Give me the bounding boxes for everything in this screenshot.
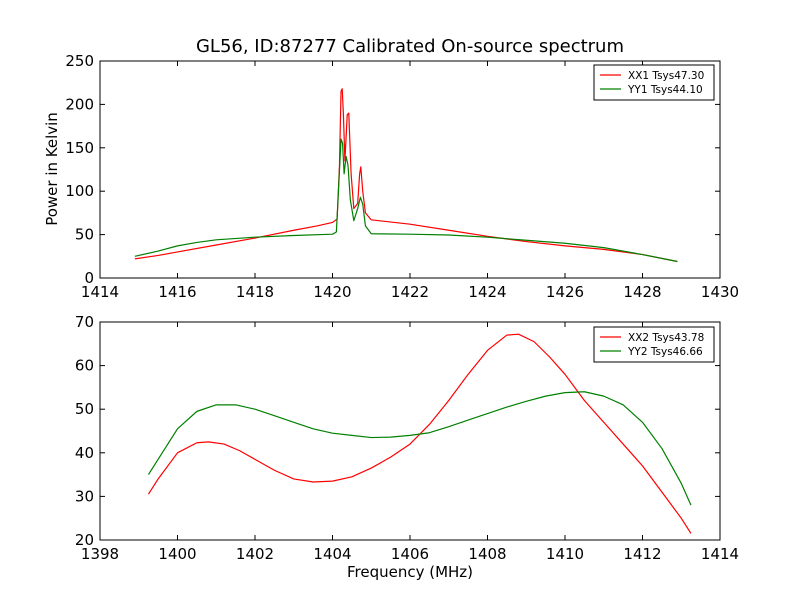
legend-label: XX2 Tsys43.78 <box>628 332 704 344</box>
legend: XX2 Tsys43.78 YY2 Tsys46.66 <box>593 326 715 363</box>
y-tick-label: 100 <box>65 182 94 200</box>
y-tick-label: 0 <box>84 269 94 287</box>
x-tick-label: 1402 <box>236 545 274 563</box>
x-tick-label: 1420 <box>313 283 351 301</box>
x-tick-label: 1406 <box>391 545 429 563</box>
y-axis-label: Power in Kelvin <box>43 112 61 226</box>
y-tick-label: 50 <box>75 400 94 418</box>
series-group <box>147 333 692 534</box>
x-tick-label: 1426 <box>546 283 584 301</box>
x-tick-label: 1414 <box>701 545 739 563</box>
series-line-xx <box>134 88 678 263</box>
x-tick-label: 1418 <box>236 283 274 301</box>
plot-area-bottom: 1398 1400 1402 1404 1406 1408 1410 1412 1414 20 30… <box>75 313 739 563</box>
y-tick-label: 150 <box>65 139 94 157</box>
bottom-panel: Frequency (MHz) 1398 1400 1402 1404 1406 1408… <box>75 313 739 581</box>
x-tick-label: 1400 <box>158 545 196 563</box>
plot-area-top: 1414 1416 1418 1420 1422 1424 1426 1428 1430 0 50 1… <box>65 52 739 301</box>
x-axis-label: Frequency (MHz) <box>347 563 473 581</box>
x-tick-label: 1422 <box>391 283 429 301</box>
legend: XX1 Tsys47.30 YY1 Tsys44.10 <box>593 64 715 101</box>
top-panel: Power in Kelvin 1414 1416 1418 1420 1422 1424… <box>43 52 739 301</box>
legend-label: XX1 Tsys47.30 <box>628 70 704 82</box>
x-tick-label: 1424 <box>468 283 506 301</box>
legend-label: YY1 Tsys44.10 <box>627 84 703 96</box>
x-tick-label: 1398 <box>81 545 119 563</box>
x-tick-label: 1430 <box>701 283 739 301</box>
y-tick-label: 60 <box>75 357 94 375</box>
x-tick-label: 1414 <box>81 283 119 301</box>
x-tick-label: 1416 <box>158 283 196 301</box>
legend-box <box>593 64 715 101</box>
chart-title: GL56, ID:87277 Calibrated On-source spec… <box>196 36 624 57</box>
y-tick-label: 50 <box>75 226 94 244</box>
y-tick-label: 250 <box>65 52 94 70</box>
y-tick-label: 20 <box>75 531 94 549</box>
x-tick-label: 1428 <box>623 283 661 301</box>
series-group <box>134 88 678 263</box>
y-tick-label: 40 <box>75 444 94 462</box>
x-tick-label: 1408 <box>468 545 506 563</box>
series-line-yy <box>147 391 692 506</box>
y-tick-label: 70 <box>75 313 94 331</box>
x-tick-label: 1412 <box>623 545 661 563</box>
x-tick-label: 1404 <box>313 545 351 563</box>
legend-label: YY2 Tsys46.66 <box>627 346 703 358</box>
x-tick-label: 1410 <box>546 545 584 563</box>
series-line-yy <box>134 138 678 263</box>
y-tick-label: 200 <box>65 95 94 113</box>
legend-box <box>593 326 715 363</box>
y-tick-label: 30 <box>75 487 94 505</box>
